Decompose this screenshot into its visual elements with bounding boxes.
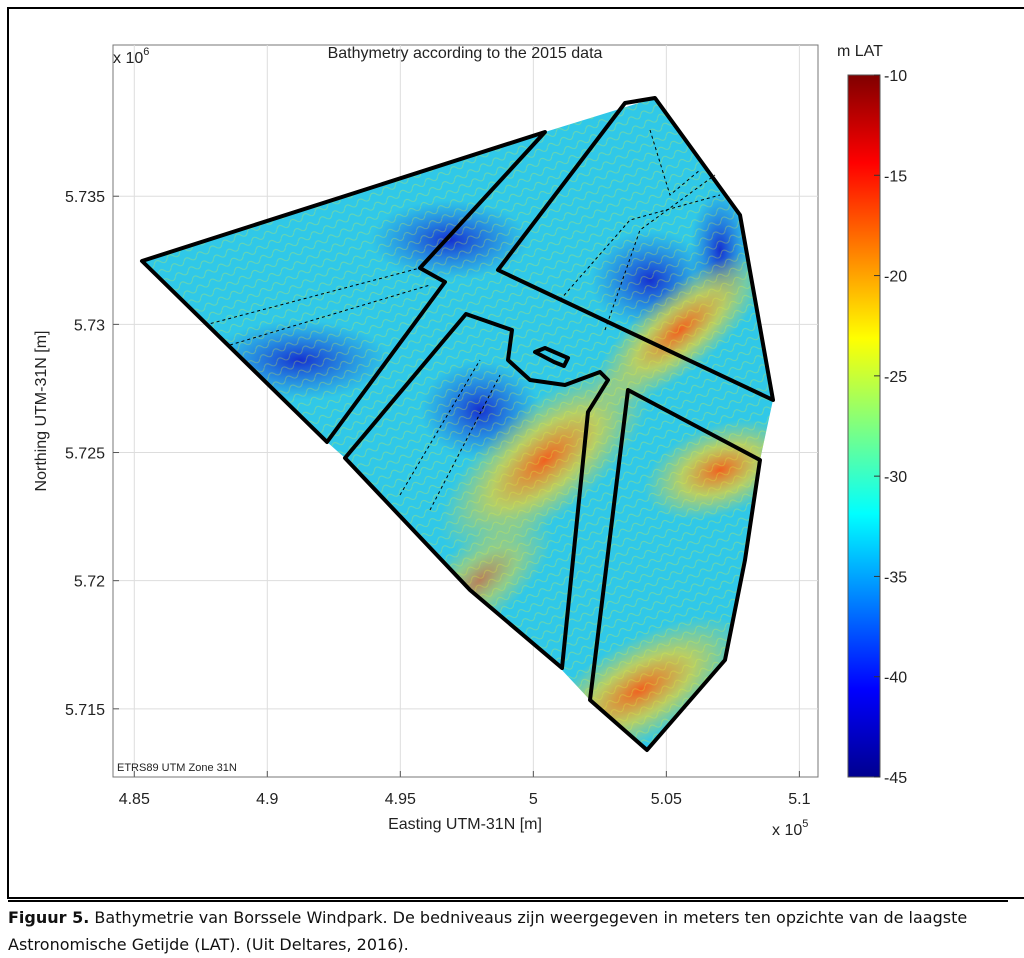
colorbar-tick-label: -15 [884, 168, 907, 185]
colorbar-tick-label: -10 [884, 68, 907, 85]
colorbar-tick-label: -45 [884, 770, 907, 787]
y-multiplier-exponent: 6 [143, 46, 149, 58]
y-multiplier-base: x 10 [113, 50, 143, 67]
x-multiplier-exponent: 5 [802, 818, 808, 830]
figure: Bathymetry according to the 2015 data Ea… [7, 7, 1024, 899]
colorbar [847, 74, 881, 778]
annotation: ETRS89 UTM Zone 31N [117, 762, 237, 774]
y-tick-label: 5.73 [74, 317, 105, 334]
colorbar-tick-label: -35 [884, 569, 907, 586]
y-tick-label: 5.735 [65, 189, 105, 206]
colorbar-tick-label: -25 [884, 369, 907, 386]
y-axis-label: Northing UTM-31N [m] [33, 331, 50, 492]
x-tick-label: 5 [529, 791, 538, 808]
y-tick-label: 5.72 [74, 574, 105, 591]
y-multiplier: x 106 [113, 46, 149, 67]
colorbar-tick-label: -20 [884, 269, 907, 286]
caption: Figuur 5. Bathymetrie van Borssele Windp… [8, 900, 1008, 958]
chart-title: Bathymetry according to the 2015 data [328, 45, 603, 62]
x-axis-label: Easting UTM-31N [m] [388, 816, 542, 833]
y-tick-label: 5.715 [65, 702, 105, 719]
frame [7, 7, 1024, 899]
caption-label: Figuur 5. [8, 908, 90, 927]
x-multiplier: x 105 [772, 818, 808, 839]
x-multiplier-base: x 10 [772, 822, 802, 839]
park-boundaries [140, 96, 775, 752]
y-tick-label: 5.725 [65, 446, 105, 463]
colorbar-tick-label: -40 [884, 670, 907, 687]
colorbar-tick-label: -30 [884, 469, 907, 486]
x-tick-label: 4.85 [119, 791, 150, 808]
x-tick-label: 4.9 [256, 791, 278, 808]
x-tick-label: 4.95 [385, 791, 416, 808]
dashed-lines [204, 129, 721, 511]
caption-text: Bathymetrie van Borssele Windpark. De be… [8, 908, 968, 954]
x-tick-label: 5.05 [651, 791, 682, 808]
x-tick-label: 5.1 [788, 791, 810, 808]
colorbar-label: m LAT [837, 43, 883, 60]
